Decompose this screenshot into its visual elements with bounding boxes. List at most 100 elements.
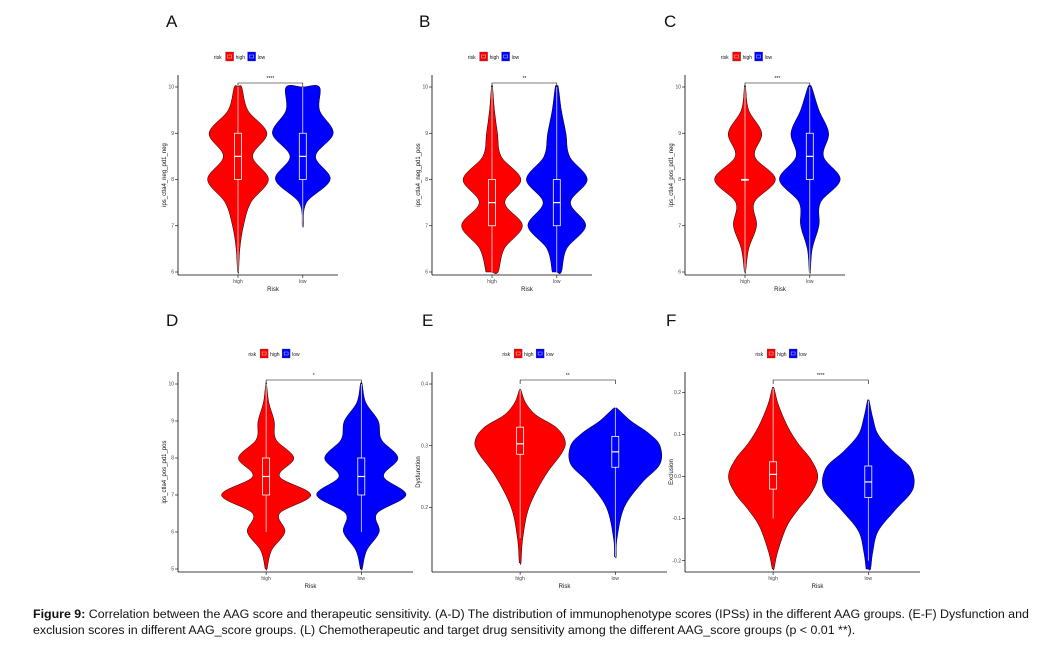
y-axis-label: ips_ctla4_neg_pd1_pos [416,143,422,206]
legend-swatch-box-high [261,351,267,356]
legend-swatch-box-low [283,351,289,356]
legend-swatch-box-high [515,351,521,356]
x-tick-label-low: low [865,576,873,582]
significance-bracket [772,379,869,384]
y-tick-label: 10 [675,85,681,91]
legend-swatch-low [754,51,763,62]
legend-label-high: high [490,55,500,61]
significance-label: * [313,373,315,379]
figure-caption: Figure 9: Correlation between the AAG sc… [33,606,1043,638]
y-tick-label: 8 [678,177,681,183]
y-tick-label: -0.2 [672,558,681,564]
significance-label: **** [267,76,275,82]
y-tick-label: 9 [171,131,174,137]
legend-label-high: high [236,55,246,61]
y-tick-label: 8 [425,177,428,183]
legend-label-high: high [270,352,280,358]
caption-label: Figure 9: [33,607,86,621]
y-axis-label: Dysfunction [416,456,422,487]
y-tick-label: 7 [425,223,428,229]
legend-title: risk [721,55,729,61]
y-tick-label: 9 [425,131,428,137]
significance-bracket [744,82,811,87]
significance-bracket [519,379,616,384]
y-axis-label: ips_ctla4_pos_pd1_pos [162,440,168,503]
y-tick-label: 7 [171,493,174,499]
y-tick-label: 6 [678,270,681,276]
legend-label-low: low [258,55,266,61]
legend-label-low: low [799,352,807,358]
x-tick-label-high: high [515,576,525,582]
legend-swatch-box-high [227,54,232,59]
y-axis-label: ips_ctla4_pos_pd1_neg [669,143,675,206]
legend-title: risk [468,55,476,61]
panel-letter: C [664,12,676,31]
legend-swatch-high [259,348,269,359]
legend-swatch-high [225,51,234,62]
legend-label-low: low [292,352,300,358]
y-tick-label: 0.3 [421,443,428,449]
y-tick-label: 10 [168,382,174,388]
legend-label-low: low [765,55,773,61]
legend-title: risk [248,352,256,358]
legend-swatch-box-low [756,54,761,59]
x-tick-label-low: low [358,576,366,582]
y-tick-label: 0.0 [674,474,681,480]
legend-label-low: low [512,55,520,61]
legend-swatch-high [732,51,741,62]
y-axis-label: Exclusion [669,459,675,485]
legend-swatch-box-high [481,54,486,59]
y-tick-label: 9 [678,131,681,137]
significance-label: *** [774,76,780,82]
legend-swatch-low [247,51,256,62]
legend-title: risk [755,352,763,358]
x-tick-label-high: high [768,576,778,582]
x-tick-label-high: high [487,279,497,285]
y-tick-label: 5 [171,567,174,573]
legend-label-low: low [546,352,554,358]
y-tick-label: 10 [422,85,428,91]
y-tick-label: 10 [168,85,174,91]
x-tick-label-low: low [806,279,814,285]
legend-swatch-low [535,348,545,359]
legend-swatch-high [766,348,776,359]
y-axis-label: ips_ctla4_neg_pd1_neg [162,143,168,207]
y-tick-label: 0.1 [674,432,681,438]
legend-title: risk [502,352,510,358]
legend-swatch-box-low [537,351,543,356]
y-tick-label: 6 [171,530,174,536]
x-tick-label-high: high [261,576,271,582]
x-axis-label: Risk [305,584,318,590]
x-tick-label-low: low [553,279,561,285]
panel-letter: F [666,311,676,330]
significance-bracket [237,82,304,87]
significance-label: ** [522,76,526,82]
x-tick-label-low: low [612,576,620,582]
panel-letter: A [166,12,178,31]
significance-bracket [265,379,362,384]
legend-swatch-low [788,348,798,359]
caption-text: Correlation between the AAG score and th… [33,607,1029,637]
legend-label-high: high [777,352,787,358]
box-high [516,426,525,455]
significance-bracket [491,82,558,87]
x-axis-label: Risk [267,287,280,293]
x-tick-label-low: low [299,279,307,285]
x-axis-label: Risk [774,287,787,293]
x-axis-label: Risk [559,584,572,590]
y-tick-label: 0.2 [421,505,428,511]
legend-swatch-low [501,51,510,62]
panel-letter: E [422,311,433,330]
legend-title: risk [214,55,222,61]
panel-letter: B [419,12,430,31]
x-axis-label: Risk [812,584,825,590]
y-tick-label: 0.4 [421,382,428,388]
legend-swatch-high [513,348,523,359]
